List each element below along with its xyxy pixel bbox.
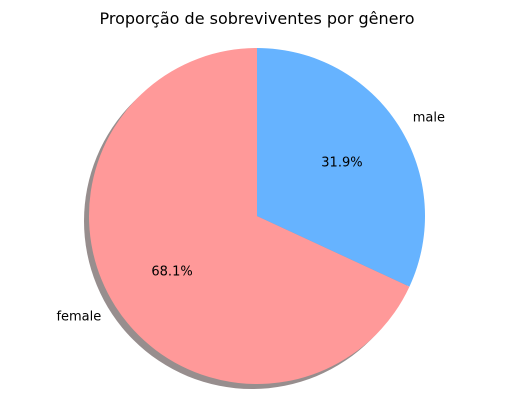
pie-slices	[89, 48, 426, 384]
slice-label-male: male	[413, 110, 445, 125]
pie-labels: female 68.1% male 31.9%	[56, 110, 445, 324]
slice-pct-label-male: 31.9%	[321, 156, 362, 171]
pie-slice-male	[257, 48, 426, 287]
chart-title: Proporção de sobreviventes por gênero	[100, 9, 415, 28]
pie-slice-female	[89, 48, 410, 384]
slice-pct-label-female: 68.1%	[151, 264, 192, 279]
slice-label-female: female	[56, 310, 101, 325]
